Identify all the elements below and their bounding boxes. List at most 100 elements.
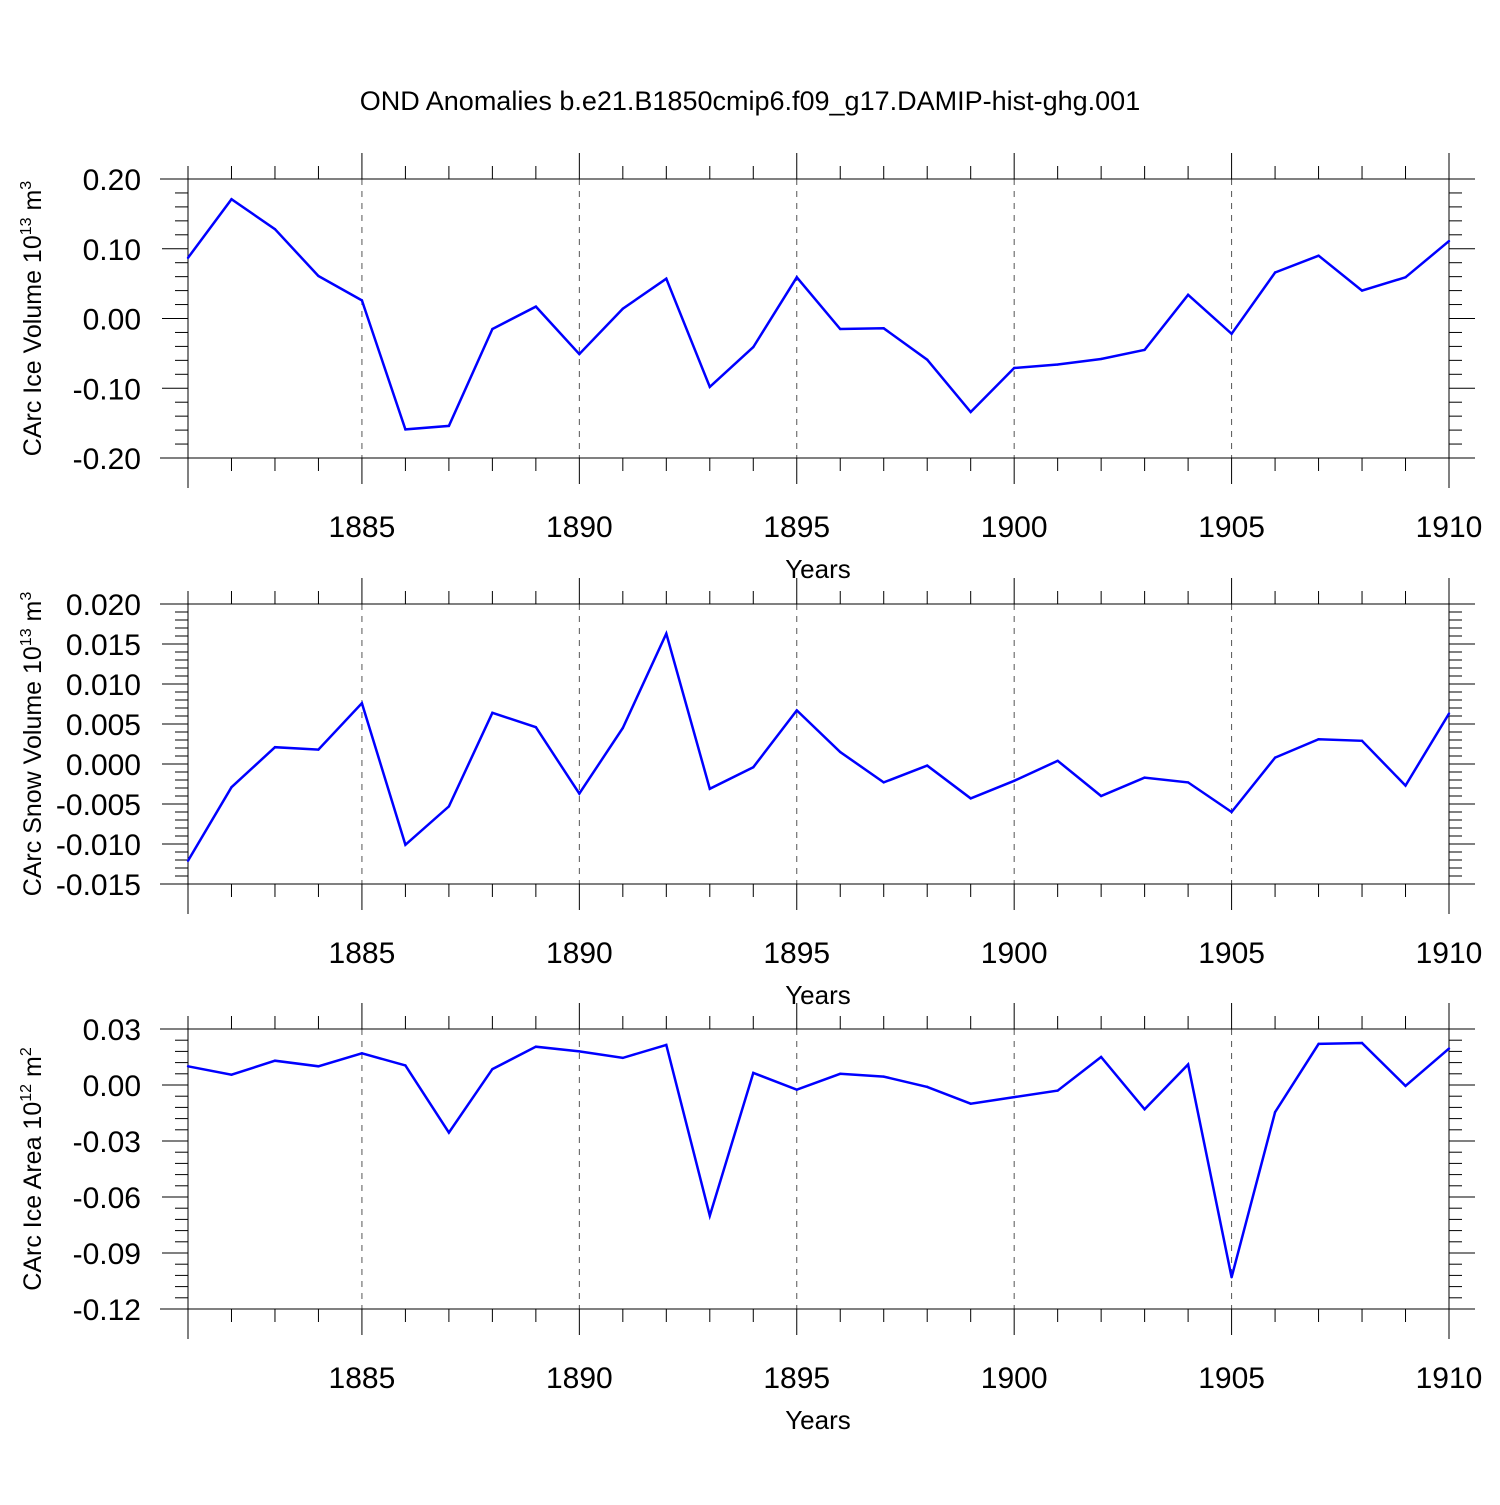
- data-point: [578, 352, 581, 356]
- data-point: [1099, 794, 1103, 798]
- panel-1: -0.20 -0.10 0.00 0.10 0.20 1885 1890 1895 1900 19…: [18, 153, 1482, 584]
- x-tick-label: 1905: [1198, 511, 1265, 544]
- data-point: [1273, 271, 1277, 274]
- data-point: [882, 1075, 885, 1078]
- data-point: [186, 256, 190, 260]
- data-point: [534, 726, 538, 729]
- data-point: [230, 1073, 233, 1076]
- x-tick-label: 1885: [329, 511, 396, 544]
- data-point: [752, 1071, 755, 1075]
- y-tick-label: -0.06: [73, 1182, 141, 1215]
- y-tick-label: 0.03: [83, 1014, 141, 1047]
- y-tick-label: -0.03: [73, 1126, 141, 1159]
- data-point: [1447, 239, 1451, 243]
- x-tick-label: 1890: [546, 937, 613, 970]
- y-tick-label: -0.20: [73, 443, 141, 476]
- data-point: [273, 1059, 277, 1062]
- x-axis-label: Years: [785, 554, 851, 584]
- y-axis-label: CArc Ice Area 1012 m2: [18, 1047, 47, 1291]
- data-point: [1143, 1108, 1146, 1111]
- y-axis-label: CArc Ice Volume 1013 m3: [18, 181, 47, 457]
- data-point: [578, 1050, 581, 1053]
- x-tick-label: 1885: [329, 1362, 396, 1395]
- x-tick-label: 1905: [1198, 937, 1265, 970]
- data-point: [1360, 1041, 1364, 1045]
- data-point: [969, 797, 972, 800]
- data-point: [839, 327, 842, 331]
- x-tick-label: 1895: [763, 511, 830, 544]
- y-tick-label: 0.20: [83, 164, 141, 197]
- data-point: [230, 786, 233, 789]
- x-tick-label: 1905: [1198, 1362, 1265, 1395]
- data-point: [273, 228, 277, 231]
- data-point: [317, 748, 320, 751]
- x-axis-label: Years: [785, 980, 851, 1010]
- data-point: [795, 709, 798, 712]
- data-point: [621, 307, 625, 310]
- y-axis-label: CArc Snow Volume 1013 m3: [18, 592, 47, 897]
- y-tick-label: -0.005: [56, 789, 141, 822]
- panel-2: -0.015 -0.010 -0.005 0.000 0.005 0.010 0.015 0.…: [18, 578, 1482, 1010]
- data-point: [1404, 1084, 1407, 1088]
- data-point: [926, 764, 929, 767]
- x-tick-label: 1910: [1416, 511, 1483, 544]
- data-point: [1012, 1095, 1016, 1099]
- y-tick-label: -0.010: [56, 829, 141, 862]
- data-point: [1186, 1063, 1190, 1066]
- y-tick-label: 0.10: [83, 234, 141, 267]
- y-tick-label: 0.00: [83, 1070, 141, 1103]
- data-point: [1404, 784, 1407, 787]
- data-point: [186, 1065, 190, 1068]
- data-point: [1360, 739, 1364, 742]
- data-point: [752, 345, 755, 349]
- y-tick-label: -0.12: [73, 1294, 141, 1327]
- x-tick-label: 1900: [981, 1362, 1048, 1395]
- data-point: [491, 1067, 494, 1071]
- data-point: [447, 424, 451, 428]
- data-point: [1012, 366, 1016, 370]
- data-point: [360, 299, 364, 302]
- data-point: [882, 327, 885, 330]
- data-point: [621, 1056, 625, 1060]
- data-point: [578, 792, 581, 795]
- y-tick-label: 0.020: [66, 589, 141, 622]
- x-tick-label: 1900: [981, 511, 1048, 544]
- data-point: [404, 428, 407, 431]
- y-tick-label: -0.09: [73, 1238, 141, 1271]
- x-tick-label: 1910: [1416, 937, 1483, 970]
- data-point: [1230, 332, 1233, 336]
- data-point: [1143, 776, 1146, 779]
- data-point: [621, 726, 625, 730]
- x-axis-label: Years: [785, 1405, 851, 1435]
- data-point: [404, 1064, 407, 1067]
- data-point: [1143, 348, 1146, 352]
- data-point: [1230, 810, 1233, 814]
- data-point: [1099, 1055, 1103, 1059]
- data-point: [1273, 1110, 1277, 1114]
- x-tick-label: 1885: [329, 937, 396, 970]
- data-point: [360, 702, 364, 705]
- data-series-line: [186, 629, 1451, 862]
- data-point: [1012, 779, 1016, 782]
- data-point: [1317, 254, 1320, 257]
- x-tick-label: 1900: [981, 937, 1048, 970]
- data-point: [1404, 276, 1407, 279]
- data-point: [708, 1214, 711, 1217]
- data-point: [752, 766, 755, 769]
- data-point: [795, 276, 798, 279]
- data-point: [1317, 1042, 1320, 1046]
- data-point: [1056, 1089, 1059, 1092]
- data-point: [1056, 759, 1059, 762]
- data-point: [360, 1052, 364, 1055]
- data-point: [1056, 363, 1059, 366]
- y-tick-label: -0.10: [73, 373, 141, 406]
- data-point: [882, 781, 885, 784]
- data-point: [969, 1102, 972, 1105]
- data-point: [665, 632, 668, 635]
- data-point: [1186, 293, 1190, 296]
- data-point: [534, 1045, 538, 1048]
- data-point: [795, 1088, 798, 1091]
- data-point: [1099, 357, 1103, 361]
